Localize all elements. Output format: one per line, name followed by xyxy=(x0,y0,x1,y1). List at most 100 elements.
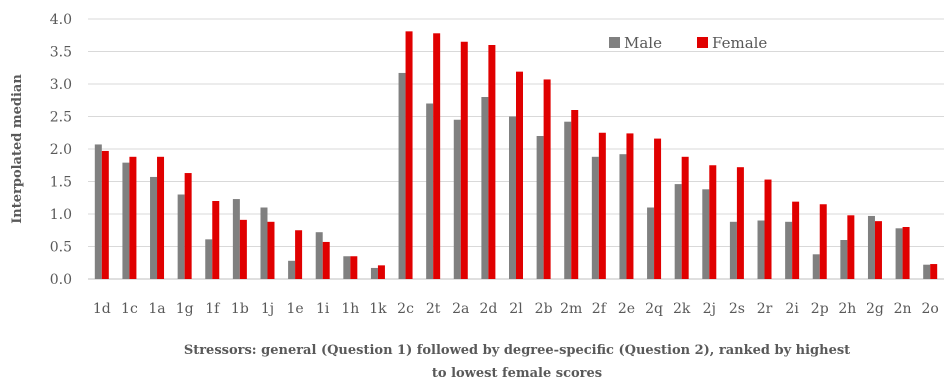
x-axis-title-line-1: Stressors: general (Question 1) followed… xyxy=(184,343,850,358)
bar-male-1e xyxy=(288,260,296,279)
x-tick-label: 1a xyxy=(148,301,165,317)
bar-male-2e xyxy=(619,154,627,279)
bar-female-2g xyxy=(874,221,882,279)
bar-male-1g xyxy=(177,194,185,279)
bar-male-2q xyxy=(647,207,655,279)
x-tick-label: 1e xyxy=(286,301,303,317)
bar-female-2r xyxy=(764,179,772,279)
x-tick-label: 2o xyxy=(922,301,939,317)
x-tick-label: 1c xyxy=(121,301,138,317)
bar-female-1c xyxy=(129,156,137,279)
x-tick-label: 1g xyxy=(176,301,194,317)
bar-male-1j xyxy=(260,207,268,279)
bar-male-2t xyxy=(426,103,434,279)
x-tick-label: 2b xyxy=(535,301,553,317)
x-tick-label: 2d xyxy=(479,301,497,317)
bar-male-2c xyxy=(398,72,406,279)
bar-female-1k xyxy=(377,265,385,279)
legend-swatch-female xyxy=(697,37,708,48)
legend-label-male: Male xyxy=(624,34,662,52)
x-tick-label: 2g xyxy=(866,301,884,317)
bar-male-1a xyxy=(150,176,158,279)
bar-female-2i xyxy=(792,201,800,279)
x-axis-title-line-2: to lowest female scores xyxy=(432,366,602,381)
bar-female-1i xyxy=(322,241,330,279)
bar-female-2j xyxy=(709,165,717,279)
bar-male-2i xyxy=(785,221,793,279)
bar-male-2b xyxy=(536,136,544,279)
x-tick-label: 1j xyxy=(261,301,274,317)
x-tick-label: 2n xyxy=(894,301,912,317)
bar-male-2r xyxy=(757,220,765,279)
bar-female-1g xyxy=(184,173,192,279)
bar-male-2k xyxy=(674,184,682,279)
x-tick-label: 1d xyxy=(93,301,111,317)
y-tick-label: 3.5 xyxy=(50,45,72,61)
bars xyxy=(94,31,938,280)
bar-female-2n xyxy=(902,227,910,279)
y-tick-label: 2.0 xyxy=(50,142,72,158)
bar-male-1k xyxy=(370,267,378,279)
bar-female-2c xyxy=(405,31,413,279)
bar-male-1i xyxy=(315,232,323,279)
x-tick-label: 2q xyxy=(645,301,663,317)
bar-male-2h xyxy=(840,240,848,279)
bar-male-2j xyxy=(702,189,710,279)
x-tick-label: 2a xyxy=(452,301,469,317)
bar-female-2a xyxy=(460,41,468,279)
y-axis-title: Interpolated median xyxy=(10,74,25,224)
bar-male-2m xyxy=(564,121,572,279)
bar-female-2t xyxy=(433,33,441,279)
bar-female-2o xyxy=(930,264,938,279)
bar-female-2k xyxy=(681,156,689,279)
bar-male-1d xyxy=(94,144,102,279)
bar-male-1b xyxy=(232,199,240,279)
x-tick-label: 2i xyxy=(785,301,799,317)
x-tick-label: 2m xyxy=(560,301,582,317)
x-tick-label: 2t xyxy=(426,301,441,317)
x-tick-label: 2k xyxy=(673,301,691,317)
bar-female-1a xyxy=(157,156,165,279)
x-tick-label: 2c xyxy=(397,301,414,317)
bar-male-1f xyxy=(205,239,213,279)
bar-male-2d xyxy=(481,97,489,279)
bar-female-2b xyxy=(543,79,551,279)
bar-female-2e xyxy=(626,133,634,279)
y-tick-label: 4.0 xyxy=(50,12,72,28)
bar-male-2s xyxy=(729,221,737,279)
x-tick-label: 2j xyxy=(703,301,716,317)
legend-swatch-male xyxy=(609,37,620,48)
x-tick-label: 1i xyxy=(316,301,330,317)
bar-male-2a xyxy=(453,119,461,279)
y-tick-label: 1.5 xyxy=(50,175,72,191)
x-tick-label: 2e xyxy=(618,301,635,317)
bar-male-1c xyxy=(122,162,130,279)
x-tick-label: 1b xyxy=(231,301,249,317)
bar-male-2o xyxy=(923,264,931,279)
bar-male-2f xyxy=(591,156,599,279)
bar-female-1f xyxy=(212,201,220,279)
y-tick-label: 0.0 xyxy=(50,272,72,288)
y-tick-label: 3.0 xyxy=(50,77,72,93)
y-tick-label: 0.5 xyxy=(50,240,72,256)
bar-female-2d xyxy=(488,45,496,279)
bar-male-1h xyxy=(343,256,351,279)
bar-female-1e xyxy=(295,230,303,279)
bar-male-2p xyxy=(812,254,820,279)
bar-female-1h xyxy=(350,256,358,279)
legend: Male Female xyxy=(609,34,767,52)
y-axis: 0.0 0.5 1.0 1.5 2.0 2.5 3.0 3.5 4.0 xyxy=(50,12,72,288)
bar-female-2q xyxy=(654,138,662,279)
x-tick-label: 1k xyxy=(369,301,387,317)
bar-male-2l xyxy=(509,116,516,279)
x-tick-label: 2h xyxy=(838,301,856,317)
x-tick-label: 1h xyxy=(341,301,359,317)
bar-female-2f xyxy=(598,132,606,279)
bar-female-2p xyxy=(819,204,827,279)
x-tick-label: 2r xyxy=(757,301,773,317)
x-axis: 1d 1c 1a 1g 1f 1b 1j 1e 1i 1h 1k 2c 2t 2a 2d 2l 2b 2m 2f 2e… xyxy=(93,301,939,317)
y-tick-label: 2.5 xyxy=(50,110,72,126)
bar-female-1d xyxy=(101,150,109,279)
x-tick-label: 2s xyxy=(729,301,745,317)
